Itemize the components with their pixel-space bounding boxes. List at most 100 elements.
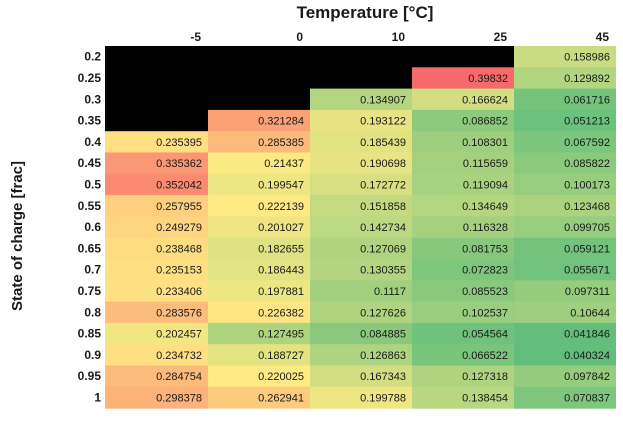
cell-value-label: 0.127318 [462,371,508,383]
cell-value-label: 0.257955 [156,201,202,213]
cell-value-label: 0.262941 [258,392,304,404]
heatmap-cell [105,195,208,217]
heatmap-cell [514,386,616,409]
row-header: 0.45 [78,156,102,170]
cell-value-label: 0.283576 [156,307,202,319]
heatmap-cell [310,344,412,367]
heatmap-cell-empty [208,88,310,111]
heatmap-cell [105,216,208,239]
heatmap-cell [208,216,310,239]
cell-value-label: 0.100173 [564,179,610,191]
cell-value-label: 0.051213 [564,116,610,128]
heatmap-cell [105,301,208,324]
heatmap-cell [310,195,412,217]
row-header: 0.95 [78,369,102,383]
heatmap-cell [514,365,616,388]
column-header: 45 [596,30,610,44]
cell-value-label: 0.166624 [462,94,508,106]
heatmap-cell [514,131,616,154]
cell-value-label: 0.119094 [463,179,508,191]
heatmap-cell [105,344,208,367]
cell-value-label: 0.086852 [462,116,508,128]
cell-value-label: 0.134907 [360,94,406,106]
heatmap-cell-empty [105,46,208,68]
heatmap-cell [310,131,412,154]
cell-value-label: 0.190698 [360,158,406,170]
heatmap-cell [310,109,412,132]
heatmap-cell [208,344,310,367]
row-header: 0.5 [84,177,101,191]
cell-value-label: 0.235395 [156,137,202,149]
heatmap-cell [105,259,208,281]
heatmap-cell [412,322,514,345]
cell-value-label: 0.39832 [468,73,508,85]
cell-value-label: 0.1117 [374,286,406,298]
column-headers: -5 0 10 25 45 [190,30,609,44]
heatmap-cell [105,173,208,196]
cell-value-label: 0.321284 [258,116,304,128]
cell-value-label: 0.142734 [360,222,406,234]
heatmap-cell [208,195,310,217]
row-header: 0.35 [78,114,102,128]
cell-value-label: 0.099705 [564,222,610,234]
cell-value-label: 0.226382 [258,307,304,319]
heatmap-cell [105,280,208,303]
cell-value-label: 0.067592 [564,137,610,149]
heatmap-cell [310,152,412,175]
cell-value-label: 0.188727 [258,350,304,362]
heatmap-cell [310,173,412,196]
heatmap-cell [514,173,616,196]
cell-value-label: 0.085523 [462,286,508,298]
cell-value-label: 0.197881 [258,286,304,298]
heatmap-cell [514,322,616,345]
cell-value-label: 0.234732 [156,350,202,362]
heatmap-cells: 0.158986 0.39832 0.129892 0.134907 0.166624 0… [105,46,616,409]
heatmap-cell [412,280,514,303]
x-axis-title: Temperature [°C] [297,3,434,22]
cell-value-label: 0.285385 [258,137,304,149]
cell-value-label: 0.185439 [360,137,406,149]
heatmap-cell [514,152,616,175]
cell-value-label: 0.081753 [462,243,508,255]
cell-value-label: 0.182655 [258,243,304,255]
heatmap-cell [412,152,514,175]
cell-value-label: 0.151858 [360,201,406,213]
row-header: 0.9 [84,348,101,362]
heatmap-cell [310,280,412,303]
cell-value-label: 0.126863 [360,350,406,362]
cell-value-label: 0.127495 [258,329,304,341]
heatmap-cell [310,216,412,239]
heatmap-cell [412,259,514,281]
cell-value-label: 0.097311 [565,286,610,298]
cell-value-label: 0.072823 [462,265,508,277]
heatmap-cell [514,237,616,260]
cell-value-label: 0.238468 [156,243,202,255]
heatmap-cell-empty [412,46,514,68]
heatmap-cell [514,344,616,367]
heatmap-cell-empty [310,46,412,68]
heatmap-cell [310,259,412,281]
cell-value-label: 0.186443 [258,265,304,277]
cell-value-label: 0.222139 [258,201,304,213]
cell-value-label: 0.193122 [360,116,406,128]
heatmap-cell-empty [105,67,208,90]
cell-value-label: 0.040324 [564,350,610,362]
heatmap-cell [208,259,310,281]
row-header: 0.2 [84,50,101,64]
cell-value-label: 0.116328 [463,222,508,234]
heatmap-cell [208,301,310,324]
cell-value-label: 0.055671 [564,265,610,277]
heatmap-cell [514,67,616,90]
column-header: -5 [190,30,201,44]
heatmap-cell [208,173,310,196]
heatmap-cell [412,216,514,239]
cell-value-label: 0.066522 [462,350,508,362]
heatmap-cell [514,216,616,239]
heatmap-cell [412,173,514,196]
heatmap-cell-empty [105,109,208,132]
heatmap-cell [412,365,514,388]
cell-value-label: 0.130355 [360,265,406,277]
heatmap-cell [310,88,412,111]
row-header: 0.3 [84,92,101,106]
